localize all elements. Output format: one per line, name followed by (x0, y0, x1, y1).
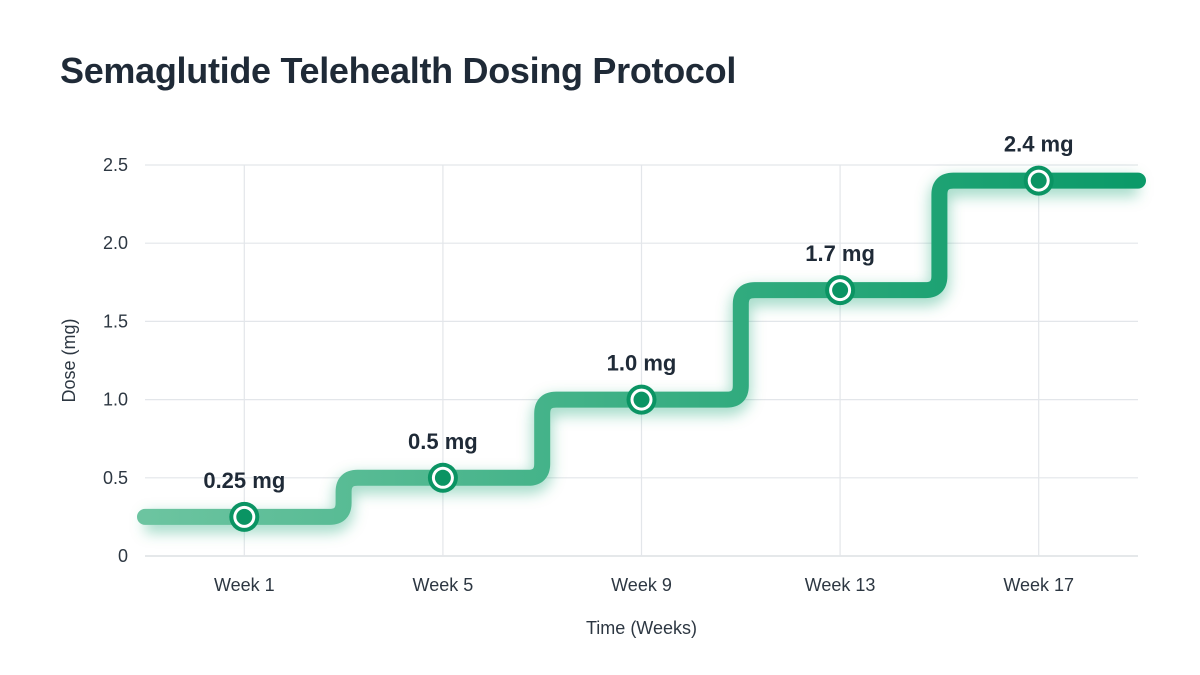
data-label: 1.0 mg (607, 351, 677, 376)
data-point-marker-center (832, 282, 849, 299)
y-tick-label: 1.0 (103, 390, 128, 410)
x-tick-label: Week 9 (611, 575, 672, 595)
x-tick-label: Week 17 (1003, 575, 1074, 595)
y-axis-label: Dose (mg) (59, 318, 79, 402)
data-label: 0.25 mg (203, 468, 285, 493)
x-tick-label: Week 5 (413, 575, 474, 595)
y-tick-label: 0 (118, 546, 128, 566)
y-tick-label: 1.5 (103, 311, 128, 331)
data-point-marker-center (633, 391, 650, 408)
data-label: 0.5 mg (408, 429, 478, 454)
y-tick-label: 2.0 (103, 233, 128, 253)
y-tick-label: 0.5 (103, 468, 128, 488)
chart-title: Semaglutide Telehealth Dosing Protocol (60, 50, 737, 91)
x-tick-label: Week 1 (214, 575, 275, 595)
x-axis-label: Time (Weeks) (586, 618, 697, 638)
data-label: 1.7 mg (805, 241, 875, 266)
data-point-marker-center (236, 508, 253, 525)
data-point-marker-center (434, 469, 451, 486)
y-tick-label: 2.5 (103, 155, 128, 175)
data-point-marker-center (1030, 172, 1047, 189)
data-label: 2.4 mg (1004, 132, 1074, 157)
x-tick-label: Week 13 (805, 575, 876, 595)
